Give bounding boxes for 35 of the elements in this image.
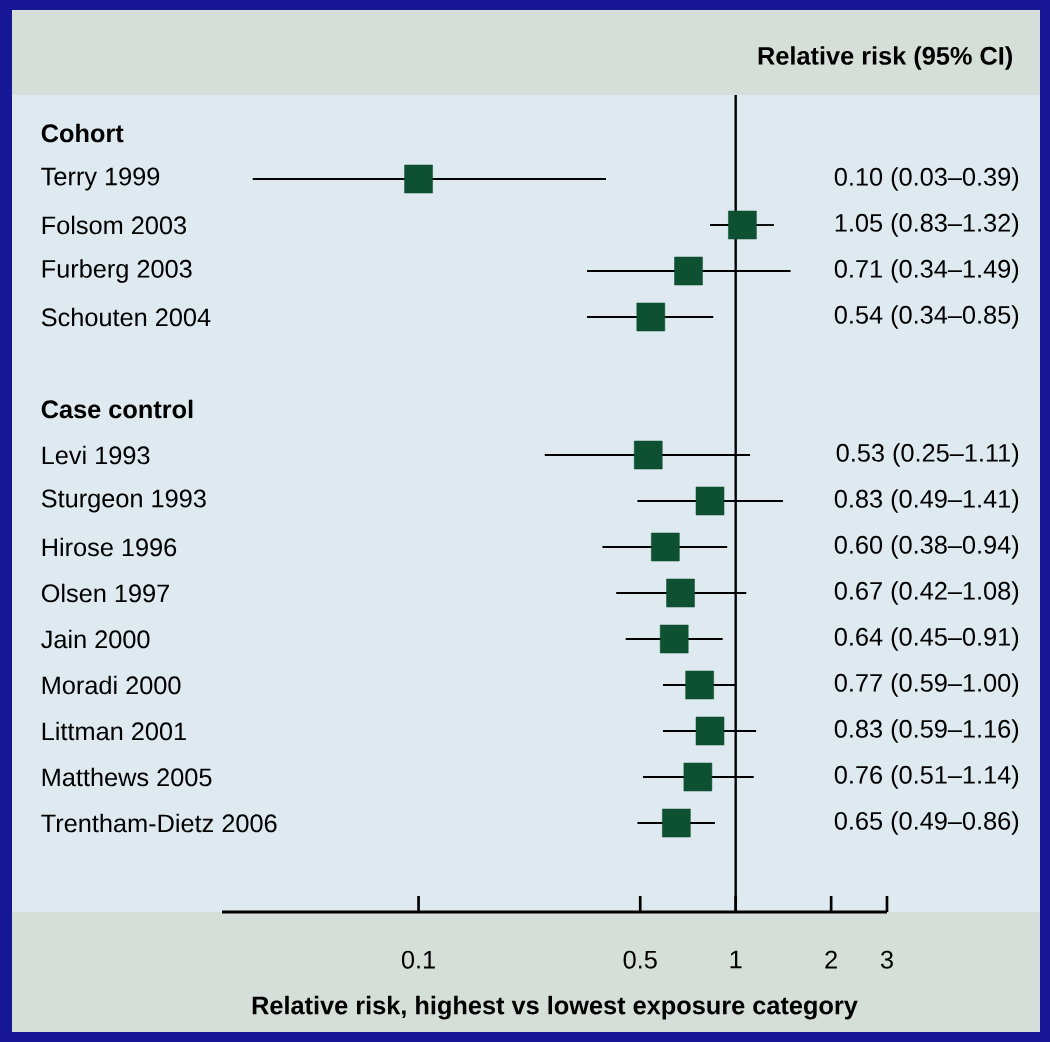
y-tick-label: Terry 1999	[41, 167, 160, 191]
y-tick-label: Olsen 1997	[41, 583, 169, 603]
data-label: 0.64 (0.45–0.91)	[834, 627, 1019, 651]
x-tick-label: 0.1	[401, 950, 435, 969]
x-tick-label: 0.5	[623, 950, 657, 969]
data-label: 0.83 (0.59–1.16)	[834, 719, 1019, 743]
data-label: 0.83 (0.49–1.41)	[834, 489, 1019, 513]
data-label: 0.71 (0.34–1.49)	[834, 259, 1019, 283]
y-tick-label: Jain 2000	[41, 629, 150, 649]
y-tick-label: Trentham-Dietz 2006	[41, 813, 277, 833]
x-tick-label: 1	[730, 950, 742, 969]
data-label: 0.77 (0.59–1.00)	[834, 673, 1019, 697]
x-tick-label: 2	[825, 950, 837, 969]
y-tick-label: Hirose 1996	[42, 537, 177, 557]
data-label: 0.60 (0.38–0.94)	[834, 535, 1019, 559]
data-label: 1.05 (0.83–1.32)	[835, 213, 1019, 237]
y-tick-label: Littman 2001	[42, 721, 186, 741]
y-tick-label: Case control	[41, 399, 193, 419]
y-tick-label: Levi 1993	[42, 445, 150, 465]
y-tick-label: Schouten 2004	[41, 307, 211, 327]
chart-title: Relative risk (95% CI)	[758, 46, 1012, 70]
y-tick-label: Moradi 2000	[42, 675, 181, 695]
y-tick-label: Folsom 2003	[42, 215, 186, 235]
x-tick-label: 3	[880, 950, 893, 969]
data-label: 0.54 (0.34–0.85)	[834, 305, 1019, 329]
y-tick-label: Sturgeon 1993	[41, 489, 206, 513]
y-tick-label: Furberg 2003	[42, 259, 192, 283]
data-label: 0.65 (0.49–0.86)	[834, 811, 1019, 835]
x-axis-title: Relative risk, highest vs lowest exposure category	[252, 995, 858, 1020]
data-label: 0.67 (0.42–1.08)	[834, 581, 1019, 605]
y-tick-label: Matthews 2005	[42, 767, 212, 787]
data-label: 0.53 (0.25–1.11)	[836, 443, 1019, 467]
y-tick-label: Cohort	[41, 123, 124, 143]
data-label: 0.10 (0.03–0.39)	[834, 167, 1019, 191]
data-label: 0.76 (0.51–1.14)	[834, 765, 1019, 789]
